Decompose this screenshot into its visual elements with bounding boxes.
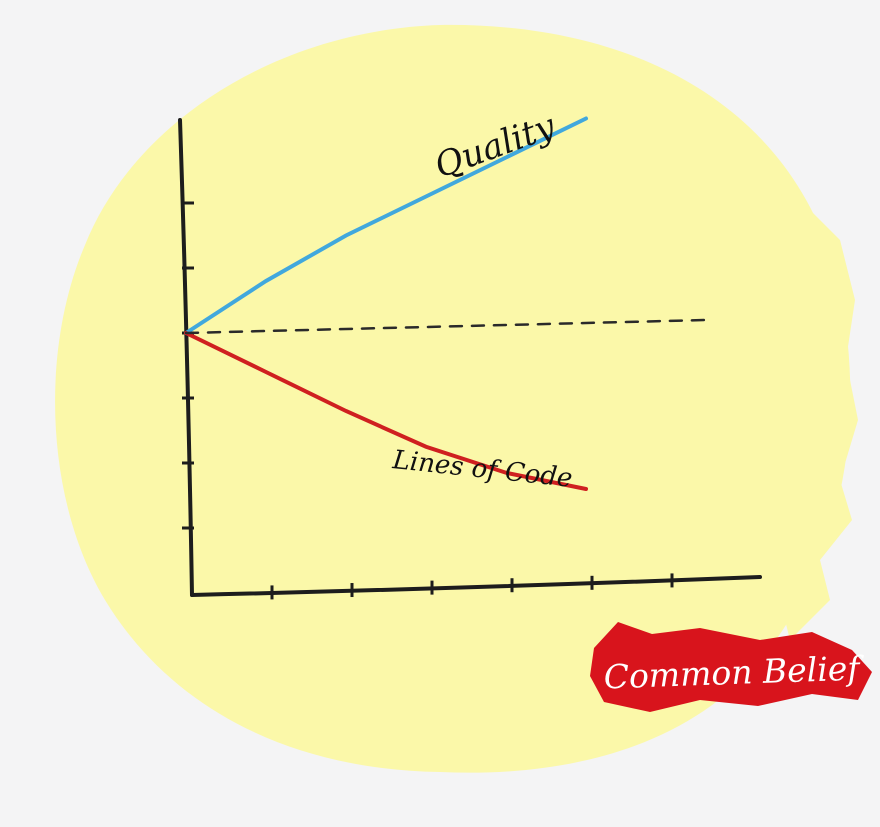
yellow-blob-background	[55, 24, 858, 773]
blob-brush-edge	[770, 180, 858, 640]
blob-fill	[55, 24, 851, 773]
x-ticks	[270, 573, 674, 600]
common-belief-stamp: Common Belief	[590, 622, 872, 712]
stamp-text: Common Belief	[603, 648, 866, 696]
series-line-baseline-dashed	[184, 318, 708, 335]
stamp-brush-background	[590, 622, 872, 712]
series-line-quality	[184, 116, 588, 335]
series-lines	[184, 116, 708, 491]
series-line-lines-of-code	[184, 331, 588, 491]
y-axis	[178, 118, 194, 597]
